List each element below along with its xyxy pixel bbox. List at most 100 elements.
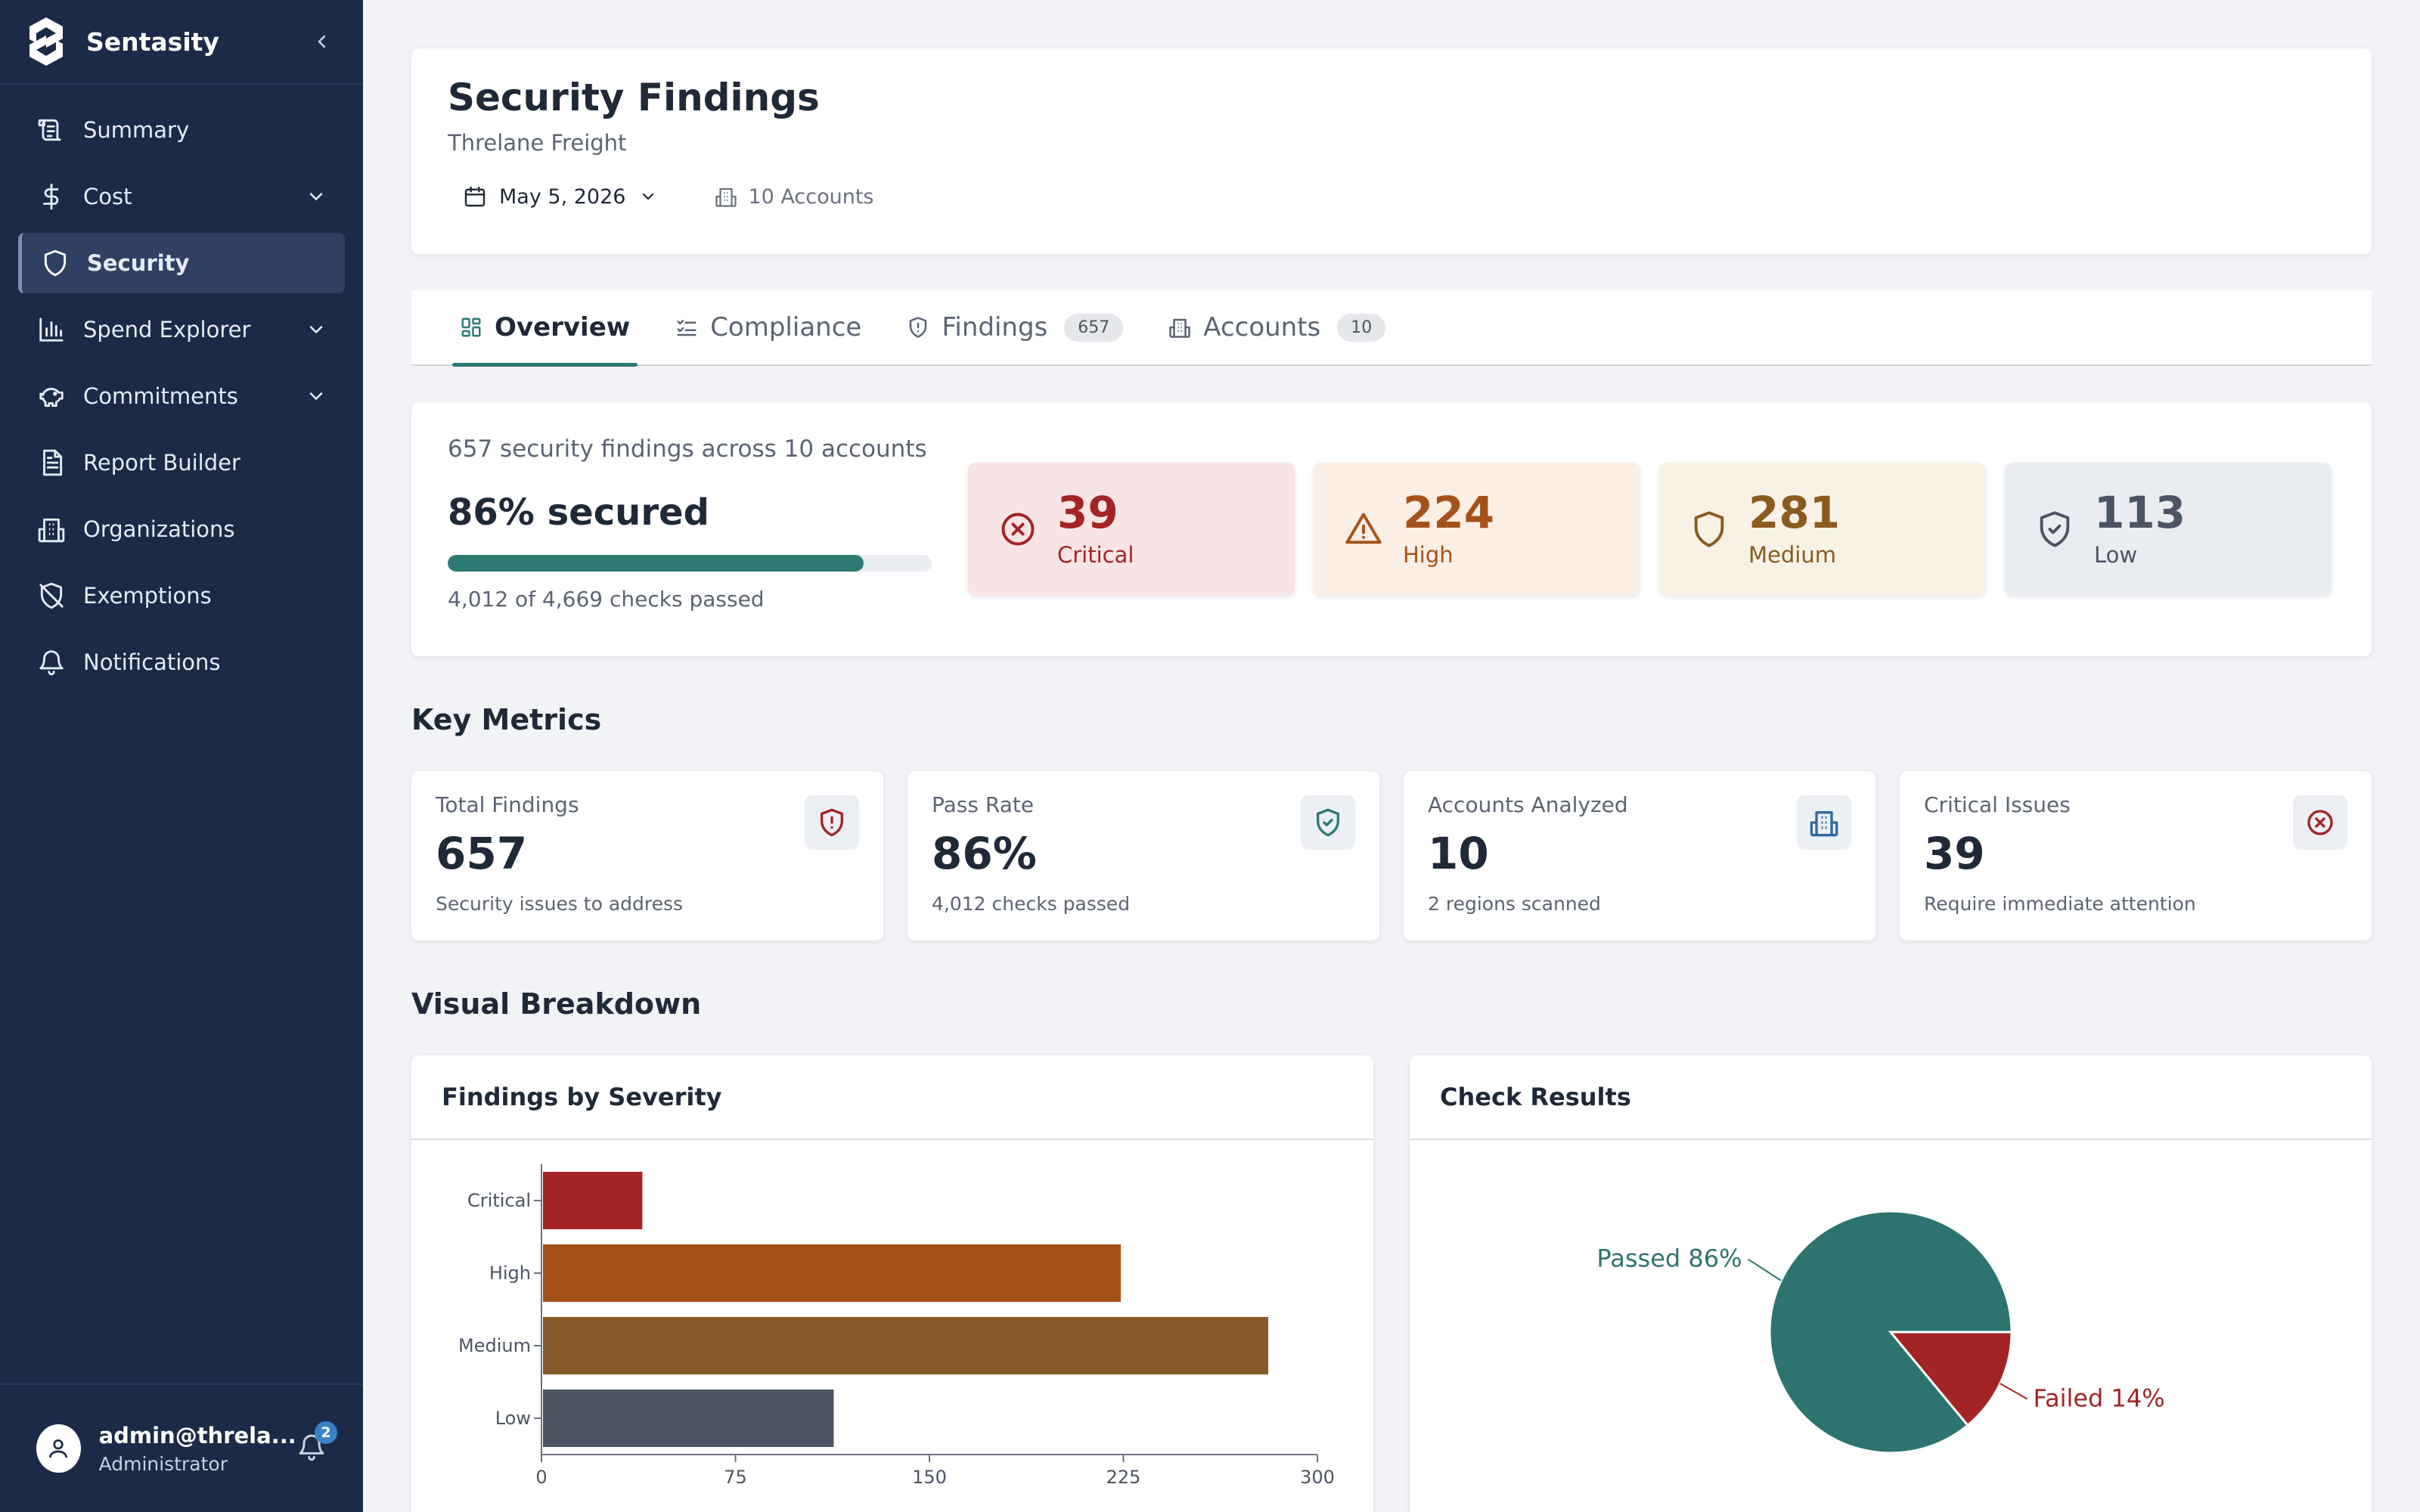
pie-leader-line xyxy=(1747,1258,1782,1281)
calendar-icon xyxy=(464,186,486,207)
user-panel[interactable]: admin@threla... Administrator 2 xyxy=(0,1383,363,1512)
y-tick-label: Medium xyxy=(458,1335,531,1356)
building-icon xyxy=(1797,795,1851,850)
sidebar-item-report-builder[interactable]: Report Builder xyxy=(18,432,345,493)
sidebar-item-label: Spend Explorer xyxy=(83,317,251,342)
security-summary: 657 security findings across 10 accounts… xyxy=(411,402,2372,656)
chart-title: Check Results xyxy=(1410,1055,2372,1140)
bar-medium[interactable] xyxy=(543,1317,1269,1374)
metric-label: Pass Rate xyxy=(932,792,1035,817)
severity-count: 281 xyxy=(1748,487,1841,538)
secured-percentage: 86% secured xyxy=(448,491,709,534)
tab-accounts[interactable]: Accounts 10 xyxy=(1168,290,1386,365)
tab-overview[interactable]: Overview xyxy=(451,290,638,367)
check-results-chart: Passed 86% Failed 14% xyxy=(1596,1210,2165,1455)
sidebar-item-summary[interactable]: Summary xyxy=(18,100,345,160)
metric-subtitle: 2 regions scanned xyxy=(1428,893,1601,915)
sidebar-item-cost[interactable]: Cost xyxy=(18,166,345,227)
metric-card-accounts-analyzed: Accounts Analyzed 10 2 regions scanned xyxy=(1404,771,1876,940)
metric-value: 657 xyxy=(436,828,528,879)
y-tick-label: Critical xyxy=(467,1190,531,1211)
severity-card-high[interactable]: 224 High xyxy=(1314,463,1640,596)
pie-leader-line xyxy=(2000,1383,2028,1400)
visual-breakdown-title: Visual Breakdown xyxy=(411,987,702,1021)
severity-card-critical[interactable]: 39 Critical xyxy=(968,463,1295,596)
page-header: Security Findings Threlane Freight May 5… xyxy=(411,48,2372,254)
sidebar-item-security[interactable]: Security xyxy=(18,233,345,293)
x-tick-label: 75 xyxy=(724,1467,747,1488)
tab-count-badge: 10 xyxy=(1337,313,1386,342)
sidebar-item-notifications[interactable]: Notifications xyxy=(18,632,345,692)
findings-by-severity-chart: Critical High Medium Low 0 75 150 225 300 xyxy=(458,1164,1335,1488)
chevron-down-icon xyxy=(309,326,323,333)
sidebar-item-exemptions[interactable]: Exemptions xyxy=(18,565,345,626)
shield-alert-icon xyxy=(805,795,859,850)
metric-card-total-findings: Total Findings 657 Security issues to ad… xyxy=(411,771,883,940)
chevron-left-icon xyxy=(318,35,326,48)
chart-title: Findings by Severity xyxy=(411,1055,1373,1140)
building-icon xyxy=(715,187,737,207)
check-results-card: Check Results Passed 86% Failed 14% xyxy=(1410,1055,2372,1512)
secured-summary: 657 security findings across 10 accounts… xyxy=(448,435,932,612)
sidebar: Sentasity Summary Cost Security xyxy=(0,0,363,1512)
shield-check-icon xyxy=(2040,511,2070,547)
x-circle-icon xyxy=(2293,795,2347,850)
chevron-down-icon xyxy=(309,392,323,400)
severity-count: 224 xyxy=(1403,487,1495,538)
metric-label: Total Findings xyxy=(436,792,579,817)
metric-value: 86% xyxy=(932,828,1037,879)
shield-icon xyxy=(1694,511,1724,547)
metric-card-pass-rate: Pass Rate 86% 4,012 checks passed xyxy=(908,771,1379,940)
notifications-button[interactable]: 2 xyxy=(296,1421,337,1465)
document-icon xyxy=(36,115,67,145)
x-tick-label: 150 xyxy=(912,1467,947,1488)
sidebar-item-label: Notifications xyxy=(83,649,221,675)
metric-subtitle: Security issues to address xyxy=(436,893,684,915)
sidebar-item-label: Summary xyxy=(83,117,190,143)
piggy-bank-icon xyxy=(36,381,67,411)
sidebar-item-spend-explorer[interactable]: Spend Explorer xyxy=(18,299,345,360)
building-icon xyxy=(1169,318,1191,338)
findings-by-severity-card: Findings by Severity Critical High Medium L… xyxy=(411,1055,1373,1512)
tab-compliance[interactable]: Compliance xyxy=(675,290,861,365)
findings-description: 657 security findings across 10 accounts xyxy=(448,435,927,463)
pie-label-failed: Failed 14% xyxy=(2033,1383,2164,1412)
secured-progress-fill xyxy=(448,555,864,572)
selected-date: May 5, 2026 xyxy=(499,184,626,209)
date-picker[interactable]: May 5, 2026 xyxy=(448,177,684,216)
bar-critical[interactable] xyxy=(543,1172,643,1229)
accounts-count-label: 10 Accounts xyxy=(748,184,874,209)
severity-card-low[interactable]: 113 Low xyxy=(2005,463,2332,596)
user-info: admin@threla... Administrator xyxy=(99,1423,296,1475)
file-text-icon xyxy=(36,448,67,478)
user-role: Administrator xyxy=(98,1452,228,1475)
bar-high[interactable] xyxy=(543,1244,1122,1302)
collapse-sidebar-button[interactable] xyxy=(309,28,336,55)
severity-label: High xyxy=(1403,542,1454,568)
avatar[interactable] xyxy=(36,1424,81,1473)
sidebar-item-label: Commitments xyxy=(83,383,238,409)
severity-label: Critical xyxy=(1057,542,1134,568)
sidebar-item-label: Organizations xyxy=(83,516,235,542)
pie-label-passed: Passed 86% xyxy=(1596,1244,1742,1273)
shield-off-icon xyxy=(36,581,67,611)
tab-label: Findings xyxy=(942,312,1048,342)
bell-icon xyxy=(36,647,67,677)
secured-progress-bar xyxy=(448,555,932,572)
bar-low[interactable] xyxy=(543,1390,834,1447)
tab-label: Accounts xyxy=(1203,312,1321,342)
metric-value: 39 xyxy=(1924,828,1985,879)
severity-card-medium[interactable]: 281 Medium xyxy=(1659,463,1986,596)
notification-count-badge: 2 xyxy=(315,1421,337,1444)
metric-value: 10 xyxy=(1428,828,1489,879)
sidebar-item-organizations[interactable]: Organizations xyxy=(18,499,345,559)
y-tick-label: High xyxy=(489,1263,531,1284)
building-icon xyxy=(36,514,67,544)
severity-count: 113 xyxy=(2094,487,2186,538)
tab-findings[interactable]: Findings 657 xyxy=(907,290,1124,365)
severity-label: Low xyxy=(2094,542,2138,568)
tab-count-badge: 657 xyxy=(1064,313,1124,342)
accounts-count: 10 Accounts xyxy=(715,184,874,209)
header-meta: May 5, 2026 10 Accounts xyxy=(448,177,2335,216)
sidebar-item-commitments[interactable]: Commitments xyxy=(18,366,345,426)
